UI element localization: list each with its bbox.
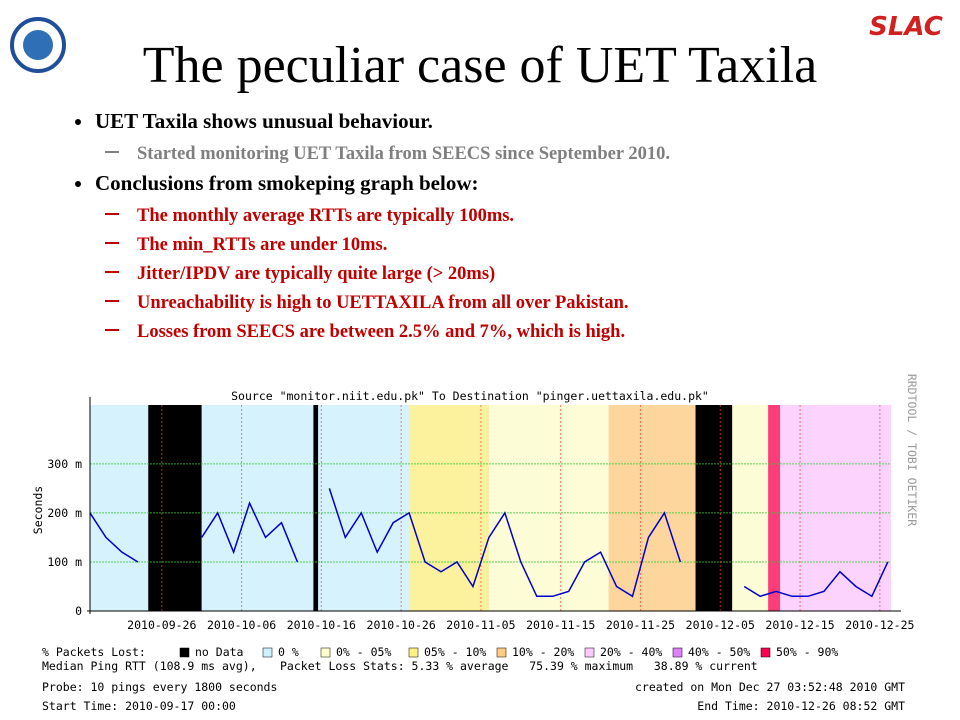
- loss-band: [768, 405, 781, 611]
- sub-dash: [105, 300, 119, 302]
- legend-swatch: [408, 647, 419, 658]
- legend-label: 20% - 40%: [600, 645, 662, 659]
- legend-swatch: [584, 647, 595, 658]
- sub-bullet-text: Started monitoring UET Taxila from SEECS…: [137, 144, 670, 164]
- legend-label: 05% - 10%: [424, 645, 486, 659]
- bullet-list: UET Taxila shows unusual behaviour. Start…: [75, 109, 670, 342]
- loss-band: [148, 405, 202, 611]
- sub-dash: [105, 329, 119, 331]
- y-tick-label: 0: [75, 604, 82, 618]
- legend-swatch: [179, 647, 190, 658]
- sub-bullet-text: The min_RTTs are under 10ms.: [137, 235, 387, 255]
- legend-label: 50% - 90%: [776, 645, 838, 659]
- bullet-dot: [75, 181, 81, 187]
- legend-swatch: [496, 647, 507, 658]
- x-tick-label: 2010-10-16: [287, 618, 356, 632]
- y-axis-label: Seconds: [31, 486, 45, 534]
- slac-logo: SLAC: [869, 12, 943, 42]
- sub-dash: [105, 242, 119, 244]
- x-tick-label: 2010-12-05: [686, 618, 755, 632]
- rtt-line: [89, 512, 139, 563]
- rtt-line: [328, 488, 682, 598]
- end-time: End Time: 2010-12-26 08:52 GMT: [697, 699, 905, 713]
- chart-title: Source "monitor.niit.edu.pk" To Destinat…: [231, 389, 709, 403]
- y-tick-label: 300 m: [47, 457, 82, 471]
- x-tick-label: 2010-10-26: [367, 618, 436, 632]
- sub-bullet-text: Jitter/IPDV are typically quite large (>…: [137, 264, 495, 284]
- sub-bullet-text: Losses from SEECS are between 2.5% and 7…: [137, 322, 625, 342]
- loss-band: [90, 405, 149, 611]
- y-tick-label: 200 m: [47, 506, 82, 520]
- rtt-line: [201, 501, 299, 563]
- legend-label: 10% - 20%: [512, 645, 574, 659]
- x-tick-label: 2010-11-15: [526, 618, 595, 632]
- x-tick-label: 2010-10-06: [207, 618, 276, 632]
- sub-bullet-text: The monthly average RTTs are typically 1…: [137, 206, 514, 226]
- loss-band: [608, 405, 696, 611]
- bullet-text: Conclusions from smokeping graph below:: [95, 171, 479, 195]
- legend-label: 0% - 05%: [336, 645, 391, 659]
- slide-title: The peculiar case of UET Taxila: [143, 37, 817, 94]
- x-tick-label: 2010-12-15: [765, 618, 834, 632]
- sub-dash: [105, 271, 119, 273]
- university-logo: [10, 17, 66, 73]
- sub-bullet-text: Unreachability is high to UETTAXILA from…: [137, 293, 629, 313]
- legend-label: 0 %: [278, 645, 299, 659]
- loss-band: [732, 405, 769, 611]
- start-time: Start Time: 2010-09-17 00:00: [42, 699, 236, 713]
- loss-band: [201, 405, 314, 611]
- loss-stats: Packet Loss Stats: 5.33 % average 75.39 …: [280, 659, 758, 673]
- loss-band: [318, 405, 410, 611]
- loss-band: [409, 405, 489, 611]
- created-info: created on Mon Dec 27 03:52:48 2010 GMT: [635, 680, 905, 694]
- legend-swatch: [760, 647, 771, 658]
- legend-swatch: [262, 647, 273, 658]
- rtt-line: [743, 561, 889, 598]
- y-tick-label: 100 m: [47, 555, 82, 569]
- loss-band: [313, 405, 319, 611]
- legend-swatch: [320, 647, 331, 658]
- loss-band: [780, 405, 891, 611]
- sub-dash: [105, 151, 119, 153]
- bullet-text: UET Taxila shows unusual behaviour.: [95, 109, 433, 133]
- bullet-dot: [75, 119, 81, 125]
- loss-band: [488, 405, 609, 611]
- legend-title: % Packets Lost:: [42, 645, 146, 659]
- x-tick-label: 2010-11-05: [446, 618, 515, 632]
- sub-dash: [105, 213, 119, 215]
- x-tick-label: 2010-12-25: [845, 618, 914, 632]
- probe-info: Probe: 10 pings every 1800 seconds: [42, 680, 277, 694]
- side-label: RRDTOOL / TOBI OETIKER: [905, 374, 919, 526]
- x-tick-label: 2010-11-25: [606, 618, 675, 632]
- legend-label: no Data: [195, 645, 243, 659]
- legend-label: 40% - 50%: [688, 645, 750, 659]
- series-label: Median Ping RTT (108.9 ms avg),: [42, 659, 257, 673]
- legend-swatch: [672, 647, 683, 658]
- chart: Source "monitor.niit.edu.pk" To Destinat…: [31, 374, 919, 713]
- x-tick-label: 2010-09-26: [127, 618, 196, 632]
- loss-band: [695, 405, 733, 611]
